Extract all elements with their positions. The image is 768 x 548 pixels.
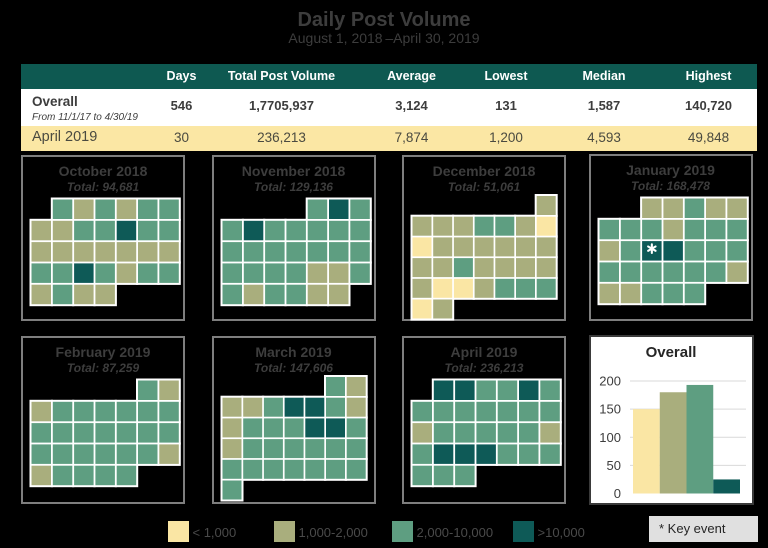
svg-text:150: 150	[599, 401, 621, 416]
svg-text:100: 100	[599, 429, 621, 444]
svg-text:200: 200	[599, 373, 621, 388]
svg-text:0: 0	[614, 486, 621, 501]
svg-text:50: 50	[607, 457, 621, 472]
